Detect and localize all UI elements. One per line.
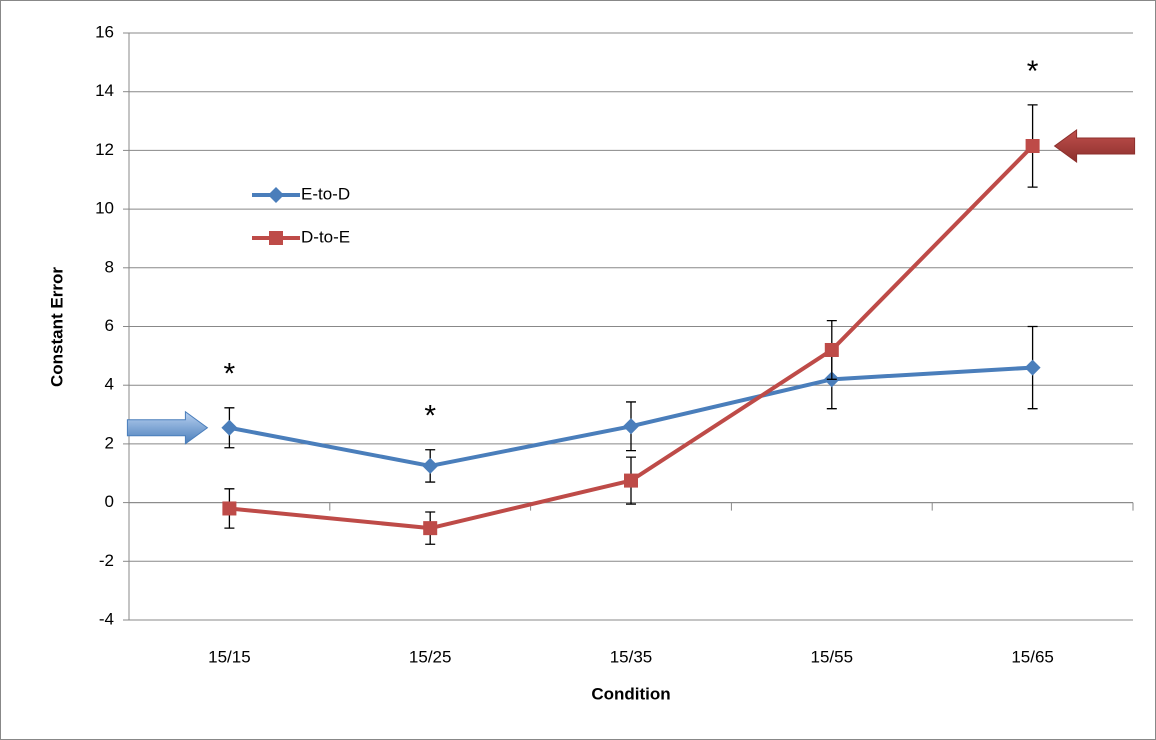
annotation: * <box>424 400 436 433</box>
x-tick-label: 15/65 <box>1011 647 1054 666</box>
marker <box>1025 138 1040 153</box>
highlight-arrow <box>1053 129 1136 163</box>
y-tick-label: 4 <box>105 375 114 394</box>
legend-marker <box>269 231 283 245</box>
marker <box>624 473 638 488</box>
y-tick-label: 6 <box>105 316 114 335</box>
legend-label: D-to-E <box>301 227 350 246</box>
marker <box>1024 359 1041 376</box>
annotation: * <box>224 358 236 391</box>
x-tick-label: 15/15 <box>208 647 251 666</box>
y-tick-label: 0 <box>105 492 114 511</box>
y-tick-label: 2 <box>105 433 114 452</box>
marker <box>221 419 238 436</box>
x-axis-label: Condition <box>591 684 670 703</box>
y-tick-label: -4 <box>99 609 114 628</box>
marker <box>222 501 237 516</box>
y-tick-label: 12 <box>95 140 114 159</box>
y-tick-label: 10 <box>95 199 114 218</box>
marker <box>824 342 839 357</box>
y-tick-label: -2 <box>99 551 114 570</box>
legend-marker <box>268 187 284 203</box>
marker <box>623 418 639 435</box>
highlight-arrow <box>126 410 209 445</box>
legend-label: E-to-D <box>301 184 350 203</box>
marker <box>423 521 438 536</box>
y-tick-label: 16 <box>95 22 114 41</box>
y-tick-label: 14 <box>95 81 114 100</box>
x-tick-label: 15/25 <box>409 647 452 666</box>
y-tick-label: 8 <box>105 257 114 276</box>
annotation: * <box>1027 55 1039 88</box>
marker <box>422 457 439 474</box>
x-tick-label: 15/35 <box>610 647 653 666</box>
y-axis-label: Constant Error <box>47 267 66 387</box>
x-tick-label: 15/55 <box>811 647 854 666</box>
